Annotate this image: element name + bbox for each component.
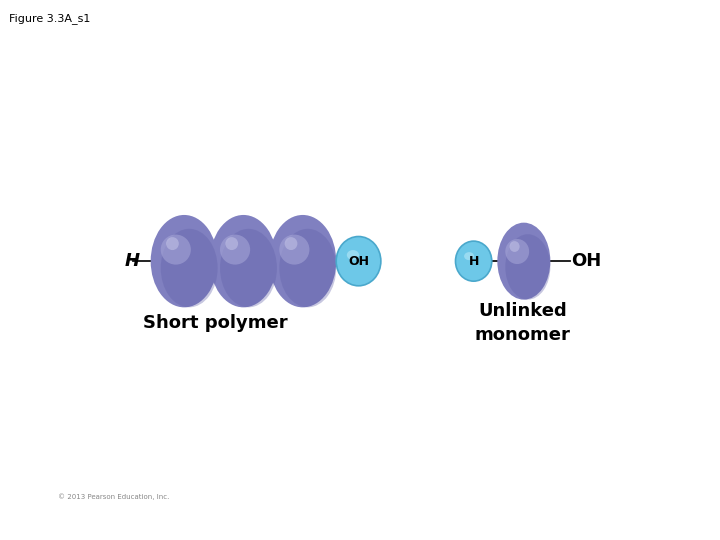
Ellipse shape (279, 234, 310, 265)
Ellipse shape (220, 234, 250, 265)
Ellipse shape (225, 237, 238, 250)
Ellipse shape (464, 252, 474, 260)
Ellipse shape (161, 234, 191, 265)
Ellipse shape (505, 239, 529, 264)
Ellipse shape (505, 234, 550, 300)
Ellipse shape (279, 229, 336, 307)
Ellipse shape (510, 241, 520, 252)
Ellipse shape (161, 229, 217, 307)
Ellipse shape (166, 237, 179, 250)
Ellipse shape (336, 237, 381, 286)
Text: H: H (125, 252, 140, 270)
Ellipse shape (456, 241, 492, 281)
Text: OH: OH (348, 255, 369, 268)
Text: Short polymer: Short polymer (143, 314, 288, 332)
Text: Unlinked
monomer: Unlinked monomer (474, 302, 570, 343)
Ellipse shape (269, 215, 336, 307)
Ellipse shape (150, 215, 217, 307)
Ellipse shape (347, 250, 359, 260)
Text: H: H (469, 255, 479, 268)
Text: OH: OH (571, 252, 601, 270)
Text: Figure 3.3A_s1: Figure 3.3A_s1 (9, 14, 90, 24)
Ellipse shape (498, 222, 550, 300)
Text: © 2013 Pearson Education, Inc.: © 2013 Pearson Education, Inc. (58, 493, 169, 500)
Ellipse shape (284, 237, 297, 250)
Ellipse shape (220, 229, 277, 307)
Ellipse shape (210, 215, 277, 307)
